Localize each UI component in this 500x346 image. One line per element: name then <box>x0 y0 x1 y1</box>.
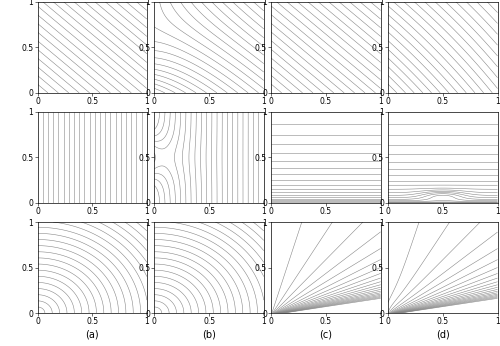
Text: (a): (a) <box>86 330 99 340</box>
Text: (b): (b) <box>202 330 216 340</box>
Text: (c): (c) <box>320 330 332 340</box>
Text: (d): (d) <box>436 330 450 340</box>
